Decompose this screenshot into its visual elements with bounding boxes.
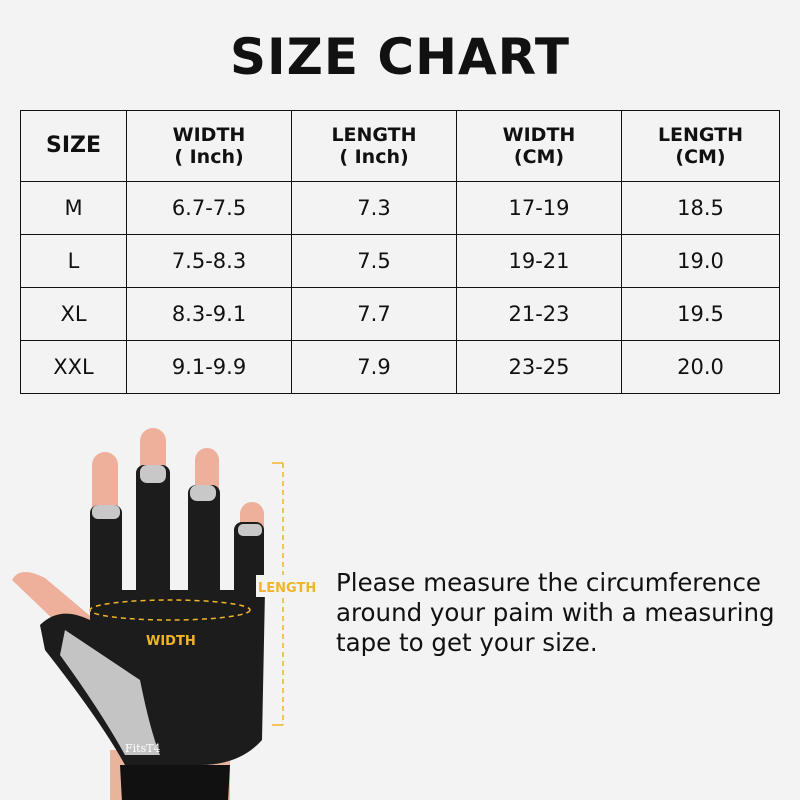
fingertip-pad: [140, 465, 166, 483]
header-length-cm: LENGTH (CM): [621, 110, 780, 182]
cell-length-inch: 7.3: [291, 181, 457, 235]
table-row: L 7.5-8.3 7.5 19-21 19.0: [20, 234, 780, 288]
wristband: [120, 765, 230, 800]
header-length-inch: LENGTH( Inch): [291, 110, 457, 182]
cell-length-inch: 7.7: [291, 287, 457, 341]
glove-illustration: FitsT4 LENGTH WIDTH: [12, 428, 316, 800]
cell-width-cm: 17-19: [456, 181, 622, 235]
cell-width-inch: 6.7-7.5: [126, 181, 292, 235]
cell-width-inch: 7.5-8.3: [126, 234, 292, 288]
cell-size: XL: [20, 287, 127, 341]
width-line: [89, 599, 251, 621]
instruction-line: around your paim with a measuring: [336, 598, 775, 627]
header-width-cm: WIDTH (CM): [456, 110, 622, 182]
cell-length-inch: 7.5: [291, 234, 457, 288]
cell-length-cm: 19.5: [621, 287, 780, 341]
cell-width-cm: 21-23: [456, 287, 622, 341]
cell-length-cm: 19.0: [621, 234, 780, 288]
cell-length-inch: 7.9: [291, 340, 457, 394]
glove-palm: [40, 590, 265, 765]
table-row: XL 8.3-9.1 7.7 21-23 19.5: [20, 287, 780, 341]
cell-length-cm: 20.0: [621, 340, 780, 394]
brand-label: FitsT4: [125, 742, 161, 755]
cell-size: XXL: [20, 340, 127, 394]
cell-width-cm: 19-21: [456, 234, 622, 288]
cell-size: L: [20, 234, 127, 288]
measure-instructions: Please measure the circumference around …: [336, 568, 786, 658]
table-header-row: SIZE WIDTH( Inch) LENGTH( Inch) WIDTH (CM…: [20, 110, 780, 182]
glove-finger: [136, 465, 170, 605]
cell-width-inch: 9.1-9.9: [126, 340, 292, 394]
cell-length-cm: 18.5: [621, 181, 780, 235]
length-label-bg: [256, 575, 316, 597]
glove-finger: [90, 505, 122, 615]
instruction-line: Please measure the circumference: [336, 568, 761, 597]
cell-width-cm: 23-25: [456, 340, 622, 394]
palm-pad: [60, 630, 160, 755]
length-label: LENGTH: [258, 581, 316, 596]
header-width-inch: WIDTH( Inch): [126, 110, 292, 182]
table-row: M 6.7-7.5 7.3 17-19 18.5: [20, 181, 780, 235]
cell-size: M: [20, 181, 127, 235]
width-label: WIDTH: [146, 634, 196, 649]
fingertip-pad: [190, 485, 216, 501]
page-title: SIZE CHART: [229, 28, 571, 86]
glove-finger: [188, 485, 220, 605]
header-size: SIZE: [20, 110, 127, 182]
fingertip-pad: [92, 505, 120, 519]
instruction-line: tape to get your size.: [336, 628, 598, 657]
fingertip-pad: [238, 524, 262, 536]
size-table: SIZE WIDTH( Inch) LENGTH( Inch) WIDTH (CM…: [20, 110, 780, 394]
table-row: XXL 9.1-9.9 7.9 23-25 20.0: [20, 340, 780, 394]
cell-width-inch: 8.3-9.1: [126, 287, 292, 341]
